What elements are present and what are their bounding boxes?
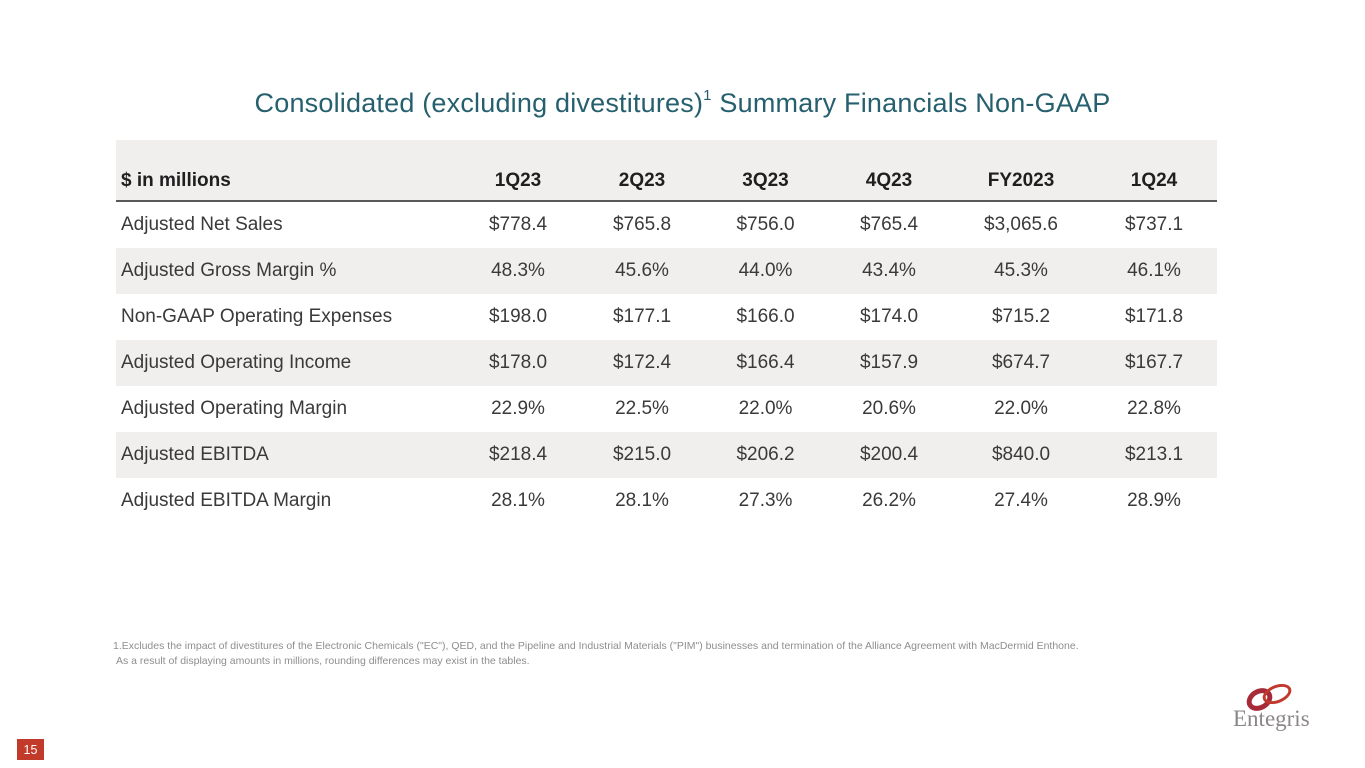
table-row: Non-GAAP Operating Expenses $198.0 $177.… [116, 294, 1217, 340]
table-cell: $167.7 [1091, 340, 1217, 386]
table-cell: $166.4 [704, 340, 827, 386]
table-cell: $737.1 [1124, 214, 1184, 235]
table-cell: $200.4 [827, 432, 951, 478]
column-header-1q24: 1Q24 [1091, 140, 1217, 202]
table-cell: $778.4 [488, 214, 548, 235]
financial-summary-table: $ in millions 1Q23 2Q23 3Q23 4Q23 FY2023… [116, 140, 1217, 524]
table-row: Adjusted EBITDA $218.4 $215.0 $206.2 $20… [116, 432, 1217, 478]
table-cell: 28.1% [491, 490, 545, 511]
row-label: Adjusted Operating Margin [121, 398, 348, 419]
page-title-footnote-ref: 1 [703, 87, 712, 104]
page-title-text-after: Summary Financials Non-GAAP [711, 88, 1111, 118]
table-cell: 43.4% [827, 248, 951, 294]
table-cell: 27.3% [738, 490, 793, 511]
column-header-2q23: 2Q23 [580, 140, 704, 202]
row-label: Adjusted Net Sales [121, 214, 283, 235]
table-cell: $178.0 [456, 340, 580, 386]
column-header-4q23: 4Q23 [827, 140, 951, 202]
footnote: 1.Excludes the impact of divestitures of… [113, 639, 1243, 669]
table-cell: $218.4 [456, 432, 580, 478]
row-label: Adjusted EBITDA [116, 432, 456, 478]
table-row: Adjusted Gross Margin % 48.3% 45.6% 44.0… [116, 248, 1217, 294]
table-row: Adjusted EBITDA Margin 28.1% 28.1% 27.3%… [116, 478, 1217, 524]
table-cell: $756.0 [736, 214, 795, 235]
table-cell: 22.5% [615, 398, 669, 419]
table-cell: 22.0% [994, 398, 1048, 419]
table-cell: $715.2 [991, 306, 1051, 327]
table-header-row: $ in millions 1Q23 2Q23 3Q23 4Q23 FY2023… [116, 140, 1217, 202]
table-cell: 28.9% [1127, 490, 1181, 511]
table-row: Adjusted Operating Margin 22.9% 22.5% 22… [116, 386, 1217, 432]
table-cell: $765.4 [859, 214, 919, 235]
entegris-logo: Entegris [1233, 680, 1328, 732]
table-cell: $177.1 [612, 306, 672, 327]
table-cell: 46.1% [1091, 248, 1217, 294]
row-label: Adjusted Gross Margin % [116, 248, 456, 294]
table-cell: 20.6% [862, 398, 916, 419]
page-title-text: Consolidated (excluding divestitures) [254, 88, 704, 118]
table-cell: 28.1% [615, 490, 669, 511]
table-row: Adjusted Net Sales $778.4 $765.8 $756.0 … [116, 201, 1217, 248]
footnote-line-2: As a result of displaying amounts in mil… [116, 655, 530, 668]
logo-wordmark: Entegris [1233, 706, 1310, 731]
column-header-3q23: 3Q23 [704, 140, 827, 202]
table-cell: $174.0 [859, 306, 919, 327]
table-cell: 44.0% [704, 248, 827, 294]
table-cell: $765.8 [612, 214, 672, 235]
table-cell: $166.0 [736, 306, 795, 327]
column-header-1q23: 1Q23 [456, 140, 580, 202]
table-cell: $840.0 [951, 432, 1091, 478]
table-cell: $3,065.6 [984, 214, 1058, 235]
table-cell: $215.0 [580, 432, 704, 478]
footnote-line-1: 1.Excludes the impact of divestitures of… [113, 640, 1079, 652]
table-cell: $213.1 [1091, 432, 1217, 478]
table-cell: 27.4% [994, 490, 1048, 511]
table-cell: $157.9 [827, 340, 951, 386]
column-header-units: $ in millions [116, 140, 456, 202]
table-cell: $674.7 [951, 340, 1091, 386]
table-cell: 26.2% [862, 490, 916, 511]
table-cell: 45.6% [580, 248, 704, 294]
table-cell: $206.2 [704, 432, 827, 478]
row-label: Adjusted Operating Income [116, 340, 456, 386]
row-label: Adjusted EBITDA Margin [121, 490, 332, 511]
table-cell: 22.8% [1127, 398, 1181, 419]
table-cell: 22.9% [491, 398, 545, 419]
page-number-badge: 15 [17, 739, 44, 760]
page-title: Consolidated (excluding divestitures)1 S… [0, 88, 1365, 119]
table-cell: $171.8 [1124, 306, 1184, 327]
table-cell: 48.3% [456, 248, 580, 294]
row-label: Non-GAAP Operating Expenses [121, 306, 393, 327]
table-cell: $172.4 [580, 340, 704, 386]
table-row: Adjusted Operating Income $178.0 $172.4 … [116, 340, 1217, 386]
table-cell: 45.3% [951, 248, 1091, 294]
column-header-fy2023: FY2023 [951, 140, 1091, 202]
table-cell: 22.0% [738, 398, 793, 419]
table-cell: $198.0 [488, 306, 548, 327]
